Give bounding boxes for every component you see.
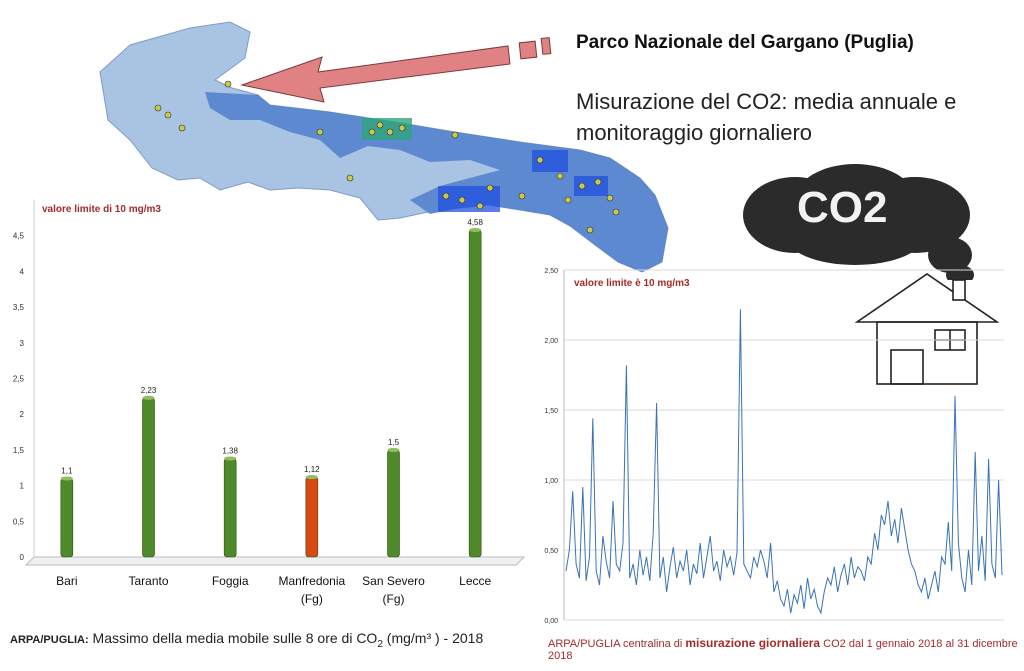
map-arrow bbox=[240, 37, 552, 103]
bar-data-label: 2,23 bbox=[141, 386, 157, 395]
park-title: Parco Nazionale del Gargano (Puglia) bbox=[576, 32, 914, 53]
bar-cap bbox=[387, 447, 400, 452]
bar-floor bbox=[24, 556, 526, 566]
bar-category-label: (Fg) bbox=[383, 592, 405, 606]
bar-ytick-label: 3 bbox=[20, 339, 25, 348]
bar-data-label: 1,1 bbox=[61, 466, 73, 475]
map-station-dots bbox=[154, 80, 620, 234]
bar-data-label: 1,5 bbox=[388, 438, 400, 447]
bar-ytick-label: 2 bbox=[20, 410, 25, 419]
bar-limit-label: valore limite di 10 mg/m3 bbox=[42, 204, 161, 215]
line-limit-label: valore limite è 10 mg/m3 bbox=[574, 278, 690, 289]
bar-cap bbox=[60, 476, 73, 481]
bar-cap bbox=[469, 227, 482, 232]
map-region-coast bbox=[205, 92, 668, 272]
puglia-map bbox=[99, 21, 669, 273]
co2-daily-series bbox=[565, 309, 1003, 615]
co2-text: CO2 bbox=[797, 183, 887, 232]
caption-text: Massimo della media mobile sulle 8 ore d… bbox=[92, 630, 378, 646]
caption-unit: (mg/m³ ) - 2018 bbox=[386, 630, 484, 646]
line-ytick-label: 1,50 bbox=[544, 408, 558, 415]
bar-category-label: Foggia bbox=[212, 574, 249, 588]
bar-cap bbox=[224, 456, 237, 461]
bar-category-label: San Severo bbox=[362, 574, 425, 588]
bar bbox=[60, 478, 74, 558]
daily-line-chart: valore limite è 10 mg/m3 0,00 0,50 1,00 1,5… bbox=[544, 268, 1004, 625]
bar bbox=[223, 458, 237, 558]
bar-data-label: 4,58 bbox=[467, 218, 483, 227]
page-subtitle: Misurazione del CO2: media annuale e mon… bbox=[576, 89, 957, 145]
bar-category-label: (Fg) bbox=[301, 592, 323, 606]
bar-ytick-label: 4 bbox=[20, 267, 25, 276]
co2-cloud-illustration: CO2 bbox=[743, 164, 974, 280]
bar-ytick-label: 0 bbox=[20, 553, 25, 562]
bar-ytick-label: 0,5 bbox=[13, 517, 25, 526]
line-ytick-label: 2,00 bbox=[544, 338, 558, 345]
caption-post: CO2 dal 1 gennaio 2018 al 31 dicembre 20… bbox=[548, 638, 1018, 662]
bar-ytick-label: 1 bbox=[20, 482, 25, 491]
caption-pre: ARPA/PUGLIA centralina di bbox=[548, 638, 683, 650]
bar-cap bbox=[305, 475, 318, 480]
annual-bar-chart: valore limite di 10 mg/m3 0 0,5 1 1,5 2 2,5 3 3… bbox=[13, 200, 526, 606]
line-ytick-label: 0,50 bbox=[544, 548, 558, 555]
bar-data-label: 1,38 bbox=[222, 446, 238, 455]
bar bbox=[305, 476, 319, 558]
bar-chart-caption: ARPA/PUGLIA: Massimo della media mobile … bbox=[10, 630, 483, 650]
bar-ytick-label: 1,5 bbox=[13, 446, 25, 455]
bar bbox=[142, 397, 155, 558]
bar-category-label: Lecce bbox=[459, 574, 491, 588]
line-chart-caption: ARPA/PUGLIA centralina di misurazione gi… bbox=[548, 636, 1024, 662]
bar-category-label: Taranto bbox=[128, 574, 168, 588]
bar-ytick-label: 3,5 bbox=[13, 303, 25, 312]
line-ytick-label: 1,00 bbox=[544, 478, 558, 485]
bar-cap bbox=[142, 395, 155, 400]
bar-ytick-label: 2,5 bbox=[13, 375, 25, 384]
house-illustration bbox=[855, 273, 1000, 385]
caption-brand: ARPA/PUGLIA: bbox=[10, 634, 89, 646]
line-ytick-label: 2,50 bbox=[544, 268, 558, 275]
caption-sub: 2 bbox=[377, 638, 383, 650]
bar bbox=[468, 229, 482, 558]
bar-category-label: Bari bbox=[56, 574, 77, 588]
caption-bold: misurazione giornaliera bbox=[685, 636, 821, 650]
map-hotspots bbox=[362, 118, 608, 212]
bar-category-label: Manfredonia bbox=[278, 574, 345, 588]
bar-data-label: 1,12 bbox=[304, 465, 320, 474]
bar bbox=[387, 449, 400, 558]
bar-ytick-label: 4,5 bbox=[13, 232, 25, 241]
line-ytick-label: 0,00 bbox=[544, 618, 558, 625]
